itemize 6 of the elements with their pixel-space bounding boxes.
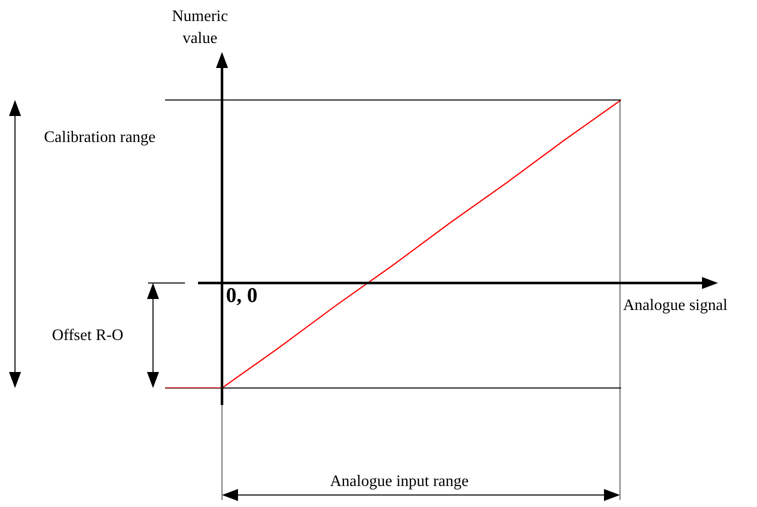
y-axis-title: Numeric value: [171, 7, 229, 49]
text: Analogue input range: [330, 473, 469, 491]
annotation: 0, 0: [226, 283, 258, 308]
text: Offset R-O: [52, 327, 124, 345]
x-axis-title: Analogue signal: [623, 297, 728, 315]
text: Calibration range: [44, 129, 156, 147]
